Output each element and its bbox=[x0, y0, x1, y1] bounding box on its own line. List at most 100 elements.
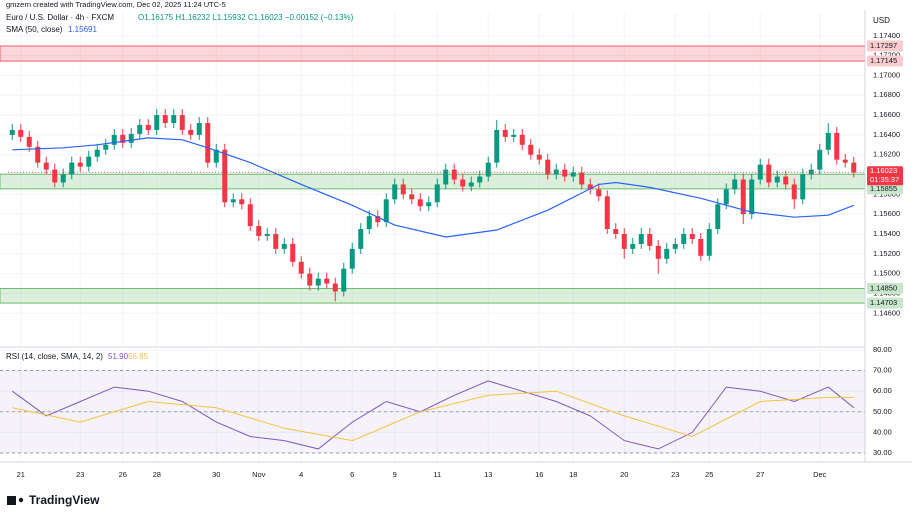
candle-body bbox=[324, 278, 330, 284]
y-tick-label: 1.15200 bbox=[873, 249, 900, 258]
logo-mark bbox=[7, 496, 16, 505]
x-tick-label: 20 bbox=[620, 470, 628, 479]
legend-text: 51.90 bbox=[108, 352, 129, 361]
candle-body bbox=[596, 189, 602, 197]
candle-body bbox=[162, 115, 168, 123]
legend-text: 1.15691 bbox=[68, 25, 97, 34]
candle-body bbox=[766, 164, 772, 183]
candle-body bbox=[587, 184, 593, 190]
candle-body bbox=[239, 199, 245, 205]
candle-body bbox=[94, 149, 100, 157]
candle-body bbox=[740, 179, 746, 215]
zone-label-box bbox=[867, 183, 903, 195]
candle-body bbox=[409, 194, 415, 200]
candle-body bbox=[485, 162, 491, 177]
candle-body bbox=[86, 156, 92, 167]
candle-body bbox=[137, 124, 143, 134]
candle-body bbox=[834, 132, 840, 160]
candle-body bbox=[672, 243, 678, 249]
candle-body bbox=[43, 162, 49, 170]
candle-body bbox=[451, 169, 457, 180]
candle-body bbox=[732, 179, 738, 190]
zone-label-box bbox=[867, 40, 903, 52]
candle-body bbox=[332, 283, 338, 292]
candle-body bbox=[825, 132, 831, 150]
candle-body bbox=[468, 182, 474, 187]
y-tick-label: 1.15000 bbox=[873, 269, 900, 278]
currency: USD bbox=[873, 16, 890, 25]
candle-body bbox=[290, 243, 296, 262]
x-tick-label: Dec bbox=[813, 470, 827, 479]
candle-body bbox=[817, 149, 823, 170]
candle-body bbox=[145, 124, 151, 130]
candle-body bbox=[154, 115, 160, 130]
legend-text: Euro / U.S. Dollar · 4h · FXCM bbox=[6, 13, 114, 22]
candle-body bbox=[647, 234, 653, 246]
x-tick-label: 9 bbox=[393, 470, 397, 479]
x-tick-label: 11 bbox=[433, 470, 441, 479]
candle-body bbox=[757, 164, 763, 180]
candle-body bbox=[502, 129, 508, 137]
zone-label: 1.17145 bbox=[870, 56, 897, 65]
zone-label: 1.15855 bbox=[870, 184, 897, 193]
last-price-box bbox=[867, 166, 903, 186]
candle-body bbox=[553, 169, 559, 175]
candle-body bbox=[307, 273, 313, 286]
x-tick-label: 23 bbox=[671, 470, 679, 479]
series-line bbox=[12, 137, 855, 238]
zone bbox=[0, 288, 866, 304]
candle-body bbox=[749, 179, 755, 215]
candle-body bbox=[545, 159, 551, 175]
candle-body bbox=[341, 268, 347, 292]
candle-body bbox=[851, 162, 857, 173]
x-tick-label: 26 bbox=[119, 470, 127, 479]
candle-body bbox=[60, 174, 66, 183]
candle-body bbox=[358, 229, 364, 249]
credit: gmzern created with TradingView.com, Dec… bbox=[6, 0, 226, 9]
candle-body bbox=[128, 133, 134, 143]
x-tick-label: 25 bbox=[705, 470, 713, 479]
candle-body bbox=[273, 234, 279, 249]
candle-body bbox=[630, 243, 636, 249]
y-tick-label: 80.00 bbox=[873, 345, 892, 354]
candle-body bbox=[196, 123, 202, 135]
candle-body bbox=[774, 176, 780, 183]
candle-body bbox=[256, 226, 262, 236]
y-tick-label: 30.00 bbox=[873, 448, 892, 457]
candle-body bbox=[26, 136, 32, 147]
candle-body bbox=[375, 216, 381, 223]
zone-label-box bbox=[867, 55, 903, 67]
candle-body bbox=[222, 149, 228, 203]
series-line bbox=[12, 380, 855, 450]
y-tick-label: 60.00 bbox=[873, 386, 892, 395]
candle-body bbox=[519, 134, 525, 145]
y-tick-label: 1.16200 bbox=[873, 150, 900, 159]
candle-body bbox=[9, 129, 15, 135]
y-tick-label: 1.17000 bbox=[873, 70, 900, 79]
y-tick-label: 1.16800 bbox=[873, 90, 900, 99]
candle-body bbox=[349, 248, 355, 269]
candle-body bbox=[613, 229, 619, 234]
candle-body bbox=[392, 184, 398, 200]
candle-body bbox=[35, 146, 41, 163]
zone-label-box bbox=[867, 283, 903, 295]
candle-body bbox=[681, 234, 687, 244]
x-tick-label: Nov bbox=[252, 470, 266, 479]
candle-body bbox=[460, 179, 466, 187]
candle-body bbox=[638, 234, 644, 244]
candle-body bbox=[698, 238, 704, 256]
legend-text: SMA (50, close) bbox=[6, 25, 63, 34]
zone-label: 1.14703 bbox=[870, 298, 897, 307]
candle-body bbox=[52, 169, 58, 183]
candle-body bbox=[281, 243, 287, 249]
candle-body bbox=[69, 162, 75, 175]
y-tick-label: 1.15600 bbox=[873, 209, 900, 218]
zone-label: 1.17297 bbox=[870, 41, 897, 50]
candle-body bbox=[77, 162, 83, 167]
y-tick-label: 1.17400 bbox=[873, 31, 900, 40]
y-tick-label: 70.00 bbox=[873, 366, 892, 375]
legend-text: O1.16175 H1.16232 L1.15932 C1.16023 −0.0… bbox=[138, 13, 354, 22]
x-tick-label: 27 bbox=[756, 470, 764, 479]
candle-body bbox=[536, 154, 542, 160]
candle-body bbox=[171, 115, 177, 123]
